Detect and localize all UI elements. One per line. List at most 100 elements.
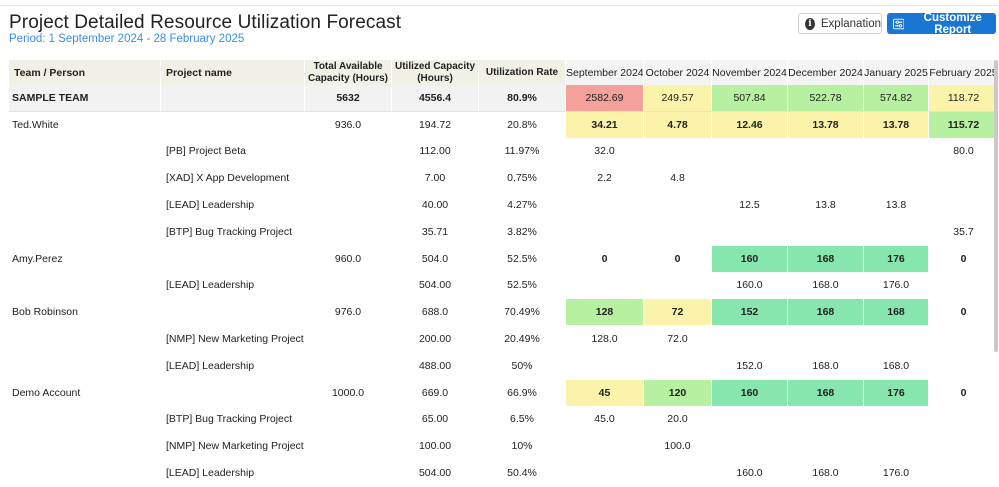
total-capacity <box>305 272 392 300</box>
total-capacity <box>305 352 392 380</box>
month-value-cell: 0 <box>644 245 712 273</box>
month-value-cell <box>788 433 864 461</box>
project-name <box>161 299 305 327</box>
month-value-cell: 0 <box>929 245 999 273</box>
header-utilization-rate[interactable]: Utilization Rate <box>479 60 566 85</box>
month-value-cell <box>929 406 999 434</box>
project-name <box>161 111 305 139</box>
header-month[interactable]: October 2024 <box>644 60 712 85</box>
utilized-capacity: 669.0 <box>392 379 479 407</box>
month-value-cell <box>864 165 929 193</box>
month-value-cell <box>788 406 864 434</box>
month-value-cell: 120 <box>644 379 712 407</box>
month-value-cell: 45.0 <box>566 406 644 434</box>
project-row: [LEAD] Leadership 504.00 52.5% 160.0 168.0 17… <box>9 272 999 300</box>
month-value-cell: 12.46 <box>712 111 788 139</box>
header-month[interactable]: December 2024 <box>788 60 864 85</box>
project-row: [LEAD] Leadership 488.00 50% 152.0 168.0 168.… <box>9 352 999 380</box>
report-period: Period: 1 September 2024 - 28 February 2… <box>9 33 245 45</box>
month-value-cell: 2582.69 <box>566 85 644 112</box>
month-value-cell <box>788 138 864 166</box>
team-row: SAMPLE TEAM 5632 4556.4 80.9% 2582.69 249.57 5… <box>9 85 999 112</box>
utilized-capacity: 504.0 <box>392 245 479 273</box>
month-value-cell: 72 <box>644 299 712 327</box>
header-team-person[interactable]: Team / Person <box>9 60 161 85</box>
month-value-cell: 249.57 <box>644 85 712 112</box>
month-value-cell <box>864 433 929 461</box>
month-value-cell: 34.21 <box>566 111 644 139</box>
project-name <box>161 85 305 112</box>
month-value-cell: 522.78 <box>788 85 864 112</box>
month-value-cell: 13.78 <box>788 111 864 139</box>
header-month[interactable]: November 2024 <box>712 60 788 85</box>
header-month[interactable]: September 2024 <box>566 60 644 85</box>
person-name: Demo Account <box>9 379 161 407</box>
month-value-cell <box>929 352 999 380</box>
month-value-cell <box>788 218 864 246</box>
customize-report-button[interactable]: Customize Report <box>887 11 996 36</box>
month-value-cell: 20.0 <box>644 406 712 434</box>
utilization-rate: 66.9% <box>479 379 566 407</box>
empty-cell <box>9 218 161 246</box>
utilization-rate: 70.49% <box>479 299 566 327</box>
utilization-rate: 52.5% <box>479 245 566 273</box>
month-value-cell <box>644 218 712 246</box>
project-name: [PB] Project Beta <box>161 138 305 166</box>
empty-cell <box>9 460 161 487</box>
month-value-cell: 35.7 <box>929 218 999 246</box>
month-value-cell: 160 <box>712 245 788 273</box>
utilization-rate: 4.27% <box>479 192 566 219</box>
project-name: [BTP] Bug Tracking Project <box>161 218 305 246</box>
empty-cell <box>9 326 161 353</box>
month-value-cell: 168 <box>788 245 864 273</box>
project-name: [LEAD] Leadership <box>161 352 305 380</box>
utilization-rate: 3.82% <box>479 218 566 246</box>
month-value-cell: 80.0 <box>929 138 999 166</box>
month-value-cell <box>929 460 999 487</box>
month-value-cell: 115.72 <box>929 111 999 139</box>
utilized-capacity: 65.00 <box>392 406 479 434</box>
month-value-cell <box>929 433 999 461</box>
month-value-cell <box>566 218 644 246</box>
utilization-rate: 20.49% <box>479 326 566 353</box>
person-row: Bob Robinson 976.0 688.0 70.49% 128 72 152 168 1… <box>9 299 999 327</box>
empty-cell <box>9 352 161 380</box>
month-value-cell: 0 <box>566 245 644 273</box>
month-value-cell: 160 <box>712 379 788 407</box>
month-value-cell: 168.0 <box>788 272 864 300</box>
header-total-capacity[interactable]: Total Available Capacity (Hours) <box>305 60 392 85</box>
total-capacity: 5632 <box>305 85 392 112</box>
customize-report-label: Customize Report <box>923 11 982 36</box>
month-value-cell: 4.8 <box>644 165 712 193</box>
month-value-cell: 45 <box>566 379 644 407</box>
month-value-cell: 100.0 <box>644 433 712 461</box>
total-capacity: 1000.0 <box>305 379 392 407</box>
person-name: SAMPLE TEAM <box>9 85 161 112</box>
total-capacity <box>305 406 392 434</box>
utilization-table: Team / Person Project name Total Availab… <box>9 60 999 487</box>
utilized-capacity: 112.00 <box>392 138 479 166</box>
utilized-capacity: 488.00 <box>392 352 479 380</box>
project-name <box>161 245 305 273</box>
month-value-cell <box>712 165 788 193</box>
vertical-scrollbar[interactable] <box>994 60 998 352</box>
month-value-cell <box>788 326 864 353</box>
month-value-cell <box>712 433 788 461</box>
utilization-rate: 0.75% <box>479 165 566 193</box>
month-value-cell <box>644 352 712 380</box>
project-row: [BTP] Bug Tracking Project 35.71 3.82% 35.7 <box>9 218 999 246</box>
month-value-cell <box>712 406 788 434</box>
header-month[interactable]: February 2025 <box>929 60 999 85</box>
month-value-cell: 168.0 <box>788 352 864 380</box>
total-capacity: 960.0 <box>305 245 392 273</box>
utilized-capacity: 504.00 <box>392 272 479 300</box>
utilized-capacity: 504.00 <box>392 460 479 487</box>
month-value-cell <box>566 433 644 461</box>
header-project-name[interactable]: Project name <box>161 60 305 85</box>
explanation-button[interactable]: i Explanation <box>798 13 882 34</box>
total-capacity <box>305 460 392 487</box>
header-month[interactable]: January 2025 <box>864 60 929 85</box>
month-value-cell: 152.0 <box>712 352 788 380</box>
utilization-rate: 6.5% <box>479 406 566 434</box>
header-utilized-capacity[interactable]: Utilized Capacity (Hours) <box>392 60 479 85</box>
